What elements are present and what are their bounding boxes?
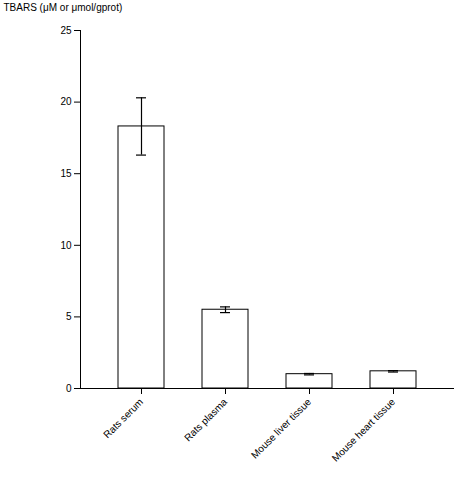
svg-text:Rats serum: Rats serum <box>101 396 145 440</box>
svg-text:15: 15 <box>60 168 72 179</box>
svg-text:25: 25 <box>60 25 72 36</box>
svg-text:Rats plasma: Rats plasma <box>182 396 229 443</box>
svg-text:Mouse liver tissue: Mouse liver tissue <box>249 396 314 461</box>
svg-text:10: 10 <box>60 240 72 251</box>
svg-text:0: 0 <box>66 383 72 394</box>
svg-text:5: 5 <box>66 311 72 322</box>
svg-text:Mouse heart tissue: Mouse heart tissue <box>330 396 398 464</box>
svg-text:20: 20 <box>60 96 72 107</box>
svg-text:TBARS (μM or μmol/gprot): TBARS (μM or μmol/gprot) <box>4 2 123 13</box>
